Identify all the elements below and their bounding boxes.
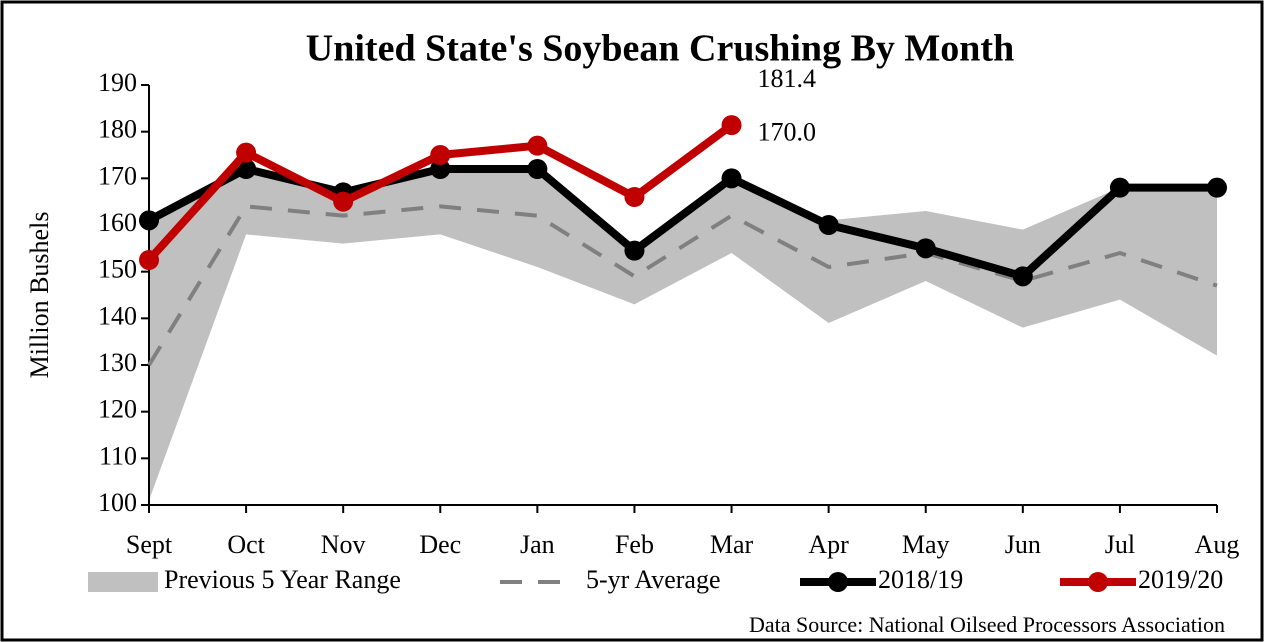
y-tick-label: 130	[98, 348, 137, 377]
y-tick-label: 140	[98, 301, 137, 330]
series-marker	[1109, 177, 1130, 198]
series-marker	[1012, 266, 1033, 287]
series-marker	[527, 135, 548, 156]
data-label: 181.4	[758, 64, 817, 93]
x-tick-label: Mar	[710, 530, 754, 559]
y-tick-label: 190	[98, 68, 137, 97]
series-line	[147, 204, 1218, 367]
x-tick-label: Jul	[1105, 530, 1135, 559]
series-marker	[333, 191, 354, 212]
legend-label: 2019/20	[1138, 565, 1223, 594]
data-label: 170.0	[758, 117, 817, 146]
legend-label: Previous 5 Year Range	[164, 565, 401, 594]
series-marker	[430, 159, 451, 179]
x-tick-label: Nov	[321, 530, 366, 559]
y-tick-label: 120	[98, 395, 137, 424]
y-tick-label: 160	[98, 208, 137, 237]
series-marker	[721, 115, 742, 136]
series-line	[147, 165, 1217, 281]
series-marker	[624, 240, 645, 261]
series-marker	[527, 159, 548, 179]
x-tick-label: Feb	[615, 530, 654, 559]
y-tick-label: 110	[99, 441, 137, 470]
x-tick-label: Apr	[808, 530, 849, 559]
x-tick-label: Dec	[419, 530, 461, 559]
series-marker	[818, 215, 839, 235]
legend-swatch	[828, 572, 848, 592]
legend-swatch	[1088, 572, 1108, 592]
y-tick-label: 100	[98, 488, 137, 517]
source: Data Source: National Oilseed Processors…	[749, 612, 1225, 637]
y-tick-label: 150	[98, 255, 137, 284]
y-tick-label: 170	[98, 161, 137, 190]
legend-label: 2018/19	[878, 565, 963, 594]
x-tick-label: Oct	[227, 530, 265, 559]
series-marker	[721, 168, 742, 189]
chart-title: United State's Soybean Crushing By Month	[306, 28, 1014, 70]
series-marker	[624, 187, 645, 207]
legend-swatch	[88, 572, 158, 592]
series-marker	[1207, 177, 1227, 198]
y-tick-label: 180	[98, 115, 137, 144]
legend-label: 5-yr Average	[586, 565, 721, 594]
series-marker	[139, 210, 159, 231]
x-tick-label: May	[902, 530, 950, 559]
series-marker	[430, 145, 451, 165]
series-marker	[915, 238, 936, 259]
x-tick-label: Sept	[126, 530, 173, 559]
series-marker	[236, 142, 257, 163]
series-marker	[139, 250, 159, 270]
x-tick-label: Aug	[1195, 530, 1240, 559]
y-axis-label: Million Bushels	[25, 212, 54, 379]
x-tick-label: Jan	[520, 530, 555, 559]
x-tick-label: Jun	[1005, 530, 1041, 559]
